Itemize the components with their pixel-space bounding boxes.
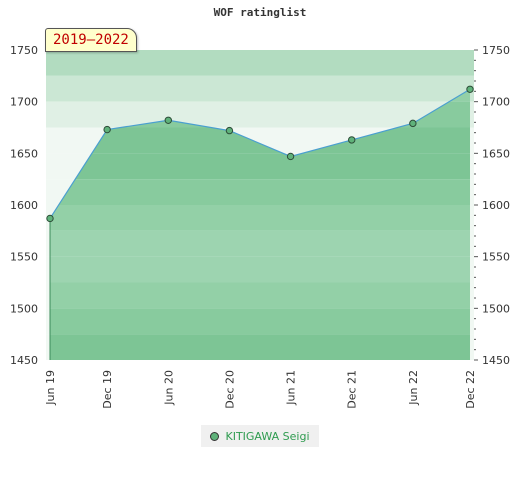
y-tick-label-left: 1450 (10, 354, 38, 367)
y-tick-label-right: 1700 (482, 96, 510, 109)
area-band (50, 230, 470, 257)
legend[interactable]: KITIGAWA Seigi (201, 425, 319, 447)
area-band (50, 205, 470, 231)
data-point (46, 214, 54, 223)
background-band (46, 101, 474, 128)
background-band (46, 50, 474, 76)
area-band (50, 256, 470, 283)
y-tick-label-left: 1750 (10, 44, 38, 57)
y-tick-label-left: 1550 (10, 251, 38, 264)
x-tick-label: Jun 22 (407, 370, 420, 406)
period-badge: 2019–2022 (45, 28, 137, 52)
legend-label: KITIGAWA Seigi (225, 429, 310, 443)
y-tick-label-left: 1600 (10, 199, 38, 212)
area-band (50, 308, 470, 335)
data-point (409, 119, 417, 128)
x-tick-label: Dec 19 (101, 370, 114, 409)
x-tick-label: Dec 21 (346, 370, 359, 409)
area-band (50, 153, 470, 180)
series-line (49, 88, 471, 219)
background-band (46, 75, 474, 102)
x-tick-label: Dec 20 (223, 370, 236, 409)
data-point (164, 116, 172, 124)
y-tick-label-left: 1700 (10, 96, 38, 109)
y-tick-label-right: 1450 (482, 354, 510, 367)
data-point (348, 136, 356, 144)
x-tick-label: Dec 22 (464, 370, 477, 409)
y-tick-label-right: 1500 (482, 302, 510, 315)
y-tick-label-left: 1650 (10, 147, 38, 160)
y-tick-label-left: 1500 (10, 302, 38, 315)
data-point (286, 152, 295, 161)
area-band (50, 282, 470, 309)
y-tick-label-right: 1650 (482, 147, 510, 160)
area-band (50, 334, 470, 360)
y-tick-label-right: 1600 (482, 199, 510, 212)
x-tick-label: Jun 19 (44, 370, 57, 406)
x-tick-label: Jun 21 (285, 370, 298, 406)
y-tick-label-right: 1550 (482, 251, 510, 264)
y-tick-label-right: 1750 (482, 44, 510, 57)
data-point (103, 125, 111, 134)
x-tick-label: Jun 20 (162, 370, 175, 406)
data-point (225, 126, 234, 135)
legend-marker (210, 431, 220, 441)
data-point (466, 85, 474, 93)
chart-title: WOF ratinglist (213, 6, 307, 19)
area-band (50, 179, 470, 205)
